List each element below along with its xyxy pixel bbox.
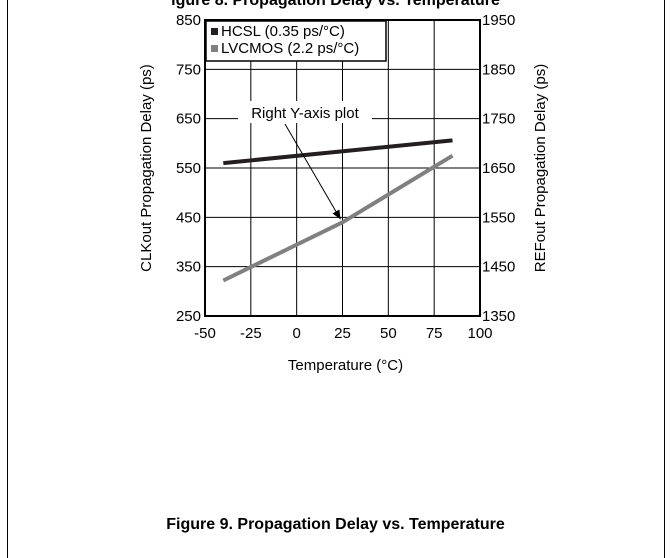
left-y-axis-label: CLKout Propagation Delay (ps) xyxy=(138,64,155,272)
x-tick-label: -25 xyxy=(240,325,262,342)
figure-caption: Figure 9. Propagation Delay vs. Temperat… xyxy=(166,516,505,533)
left-y-tick-label: 750 xyxy=(176,61,201,78)
left-y-tick-label: 550 xyxy=(176,160,201,177)
legend-swatch xyxy=(211,28,218,35)
annotation: Right Y-axis plot xyxy=(238,101,372,220)
x-tick-label: 25 xyxy=(334,325,351,342)
right-y-tick-label: 1450 xyxy=(482,259,515,276)
annotation-label: Right Y-axis plot xyxy=(251,105,359,122)
figure-header-text: igure 8. Propagation Delay vs. Temperatu… xyxy=(171,0,500,9)
annotation-background xyxy=(238,101,372,123)
right-y-tick-label: 1550 xyxy=(482,209,515,226)
legend-label: LVCMOS (2.2 ps/°C) xyxy=(221,40,359,57)
legend-box xyxy=(205,20,387,62)
right-y-tick-label: 1650 xyxy=(482,160,515,177)
left-y-tick-label: 250 xyxy=(176,308,201,325)
x-tick-label: 75 xyxy=(426,325,443,342)
x-tick-label: 100 xyxy=(467,325,492,342)
chart: -50 -25 0 25 50 75 100 250 350 450 550 650 750 850 135… xyxy=(138,12,549,374)
left-y-tick-label: 350 xyxy=(176,259,201,276)
annotation-arrowhead xyxy=(332,209,341,220)
figure-frame xyxy=(7,0,665,558)
series-line-lvcmos xyxy=(222,153,454,283)
right-y-tick-label: 1350 xyxy=(482,308,515,325)
left-y-tick-label: 850 xyxy=(176,12,201,29)
right-y-axis-label: REFout Propagation Delay (ps) xyxy=(532,64,549,272)
annotation-arrow-line xyxy=(284,123,341,220)
left-y-tick-label: 450 xyxy=(176,209,201,226)
x-axis-label: Temperature (°C) xyxy=(288,357,403,374)
x-tick-label: 50 xyxy=(380,325,397,342)
left-y-tick-label: 650 xyxy=(176,111,201,128)
right-y-tick-label: 1950 xyxy=(482,12,515,29)
series-line-hcsl xyxy=(223,138,453,166)
x-tick-label: -50 xyxy=(194,325,216,342)
x-tick-label: 0 xyxy=(292,325,300,342)
ticks: -50 -25 0 25 50 75 100 250 350 450 550 650 750 850 135… xyxy=(176,12,515,342)
right-y-tick-label: 1750 xyxy=(482,111,515,128)
series xyxy=(222,138,454,283)
grid xyxy=(205,20,480,316)
plot-area xyxy=(204,19,481,317)
legend-swatch xyxy=(211,45,218,52)
right-y-tick-label: 1850 xyxy=(482,61,515,78)
legend: HCSL (0.35 ps/°C)LVCMOS (2.2 ps/°C) xyxy=(205,20,387,62)
legend-label: HCSL (0.35 ps/°C) xyxy=(221,23,345,40)
